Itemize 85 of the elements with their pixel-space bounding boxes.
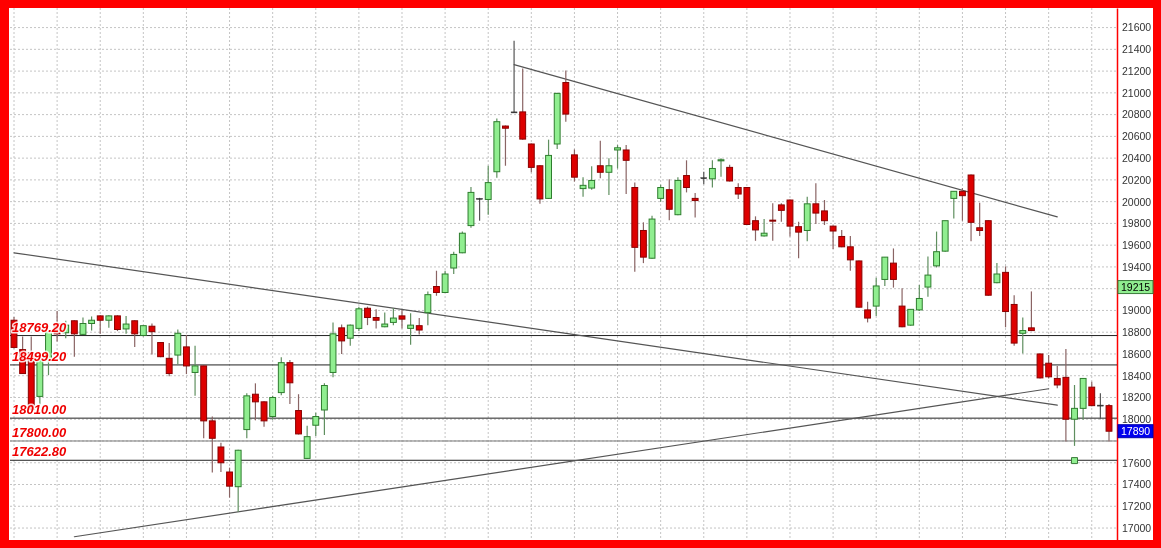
candlestick [1088, 381, 1096, 407]
candlestick [769, 202, 777, 242]
candlestick [191, 345, 199, 397]
candlestick [286, 359, 294, 405]
candlestick [364, 306, 371, 326]
candlestick [424, 290, 432, 326]
ref-line-label: 18010.00 [12, 402, 67, 418]
candlestick [303, 425, 311, 460]
candlestick [708, 159, 716, 189]
y-tick-label: 19600 [1122, 239, 1152, 252]
candlestick [183, 334, 190, 375]
candlestick [924, 255, 932, 298]
candlestick [338, 323, 346, 355]
ref-line-label: 17622.80 [12, 444, 67, 460]
candlestick [407, 312, 415, 346]
candlestick [950, 190, 958, 220]
candlestick [502, 124, 509, 167]
candlestick [933, 230, 940, 269]
candlestick [217, 442, 225, 473]
candlestick [898, 287, 906, 328]
candlestick [372, 308, 380, 329]
y-tick-label: 20200 [1122, 173, 1152, 186]
candlestick [691, 192, 699, 219]
candlestick [70, 319, 78, 358]
ref-line-label: 17800.00 [12, 425, 67, 440]
candlestick [226, 467, 233, 499]
candlestick [829, 224, 837, 250]
candlestick [976, 202, 984, 237]
candlestick [717, 157, 725, 178]
candlestick [881, 256, 889, 287]
y-tick-label: 18200 [1122, 391, 1152, 404]
candlestick [752, 215, 759, 242]
candlestick [96, 314, 104, 335]
y-tick-label: 21600 [1122, 21, 1152, 34]
candlestick [665, 178, 673, 221]
candlestick [890, 247, 897, 289]
y-tick-label: 20400 [1122, 151, 1152, 164]
y-tick-label: 17400 [1122, 478, 1152, 491]
y-tick-label: 20000 [1122, 195, 1152, 208]
candlestick [1019, 316, 1027, 355]
y-tick-label: 17200 [1122, 500, 1152, 513]
candlestick [1027, 290, 1035, 332]
candlestick [295, 393, 302, 436]
candlestick [915, 284, 923, 312]
candlestick [821, 199, 828, 226]
y-tick-label: 21000 [1122, 86, 1152, 99]
candlestick [433, 270, 440, 297]
candlestick [812, 182, 820, 225]
annotation: 17890 [1121, 425, 1151, 438]
candlestick [1097, 392, 1104, 420]
candlestick [148, 322, 156, 356]
candlestick [165, 342, 173, 377]
y-tick-label: 20800 [1122, 108, 1152, 121]
candlestick [398, 309, 406, 329]
y-tick-label: 19800 [1122, 217, 1152, 230]
candlestick [614, 144, 621, 170]
candlestick [312, 412, 320, 437]
y-tick-label: 18000 [1122, 413, 1152, 426]
candlestick [450, 251, 458, 275]
candlestick [484, 165, 492, 216]
candlestick [872, 277, 880, 317]
candlestick [571, 148, 578, 183]
candlestick [596, 140, 604, 179]
candlestick [174, 328, 182, 365]
candlestick [122, 315, 130, 335]
candlestick [622, 144, 630, 195]
y-tick-label: 19000 [1122, 304, 1152, 317]
candlestick [1071, 384, 1078, 447]
y-tick-label: 18800 [1122, 326, 1152, 339]
candlestick [760, 218, 768, 238]
annotation: 19215 [1121, 281, 1151, 294]
y-tick-label: 21200 [1122, 64, 1152, 77]
y-tick-label: 20600 [1122, 130, 1152, 143]
y-tick-label: 18600 [1122, 347, 1152, 360]
y-tick-label: 19400 [1122, 260, 1152, 273]
y-tick-label: 21400 [1122, 43, 1152, 56]
candlestick [864, 301, 872, 324]
candlestick [131, 319, 139, 348]
y-tick-label: 18400 [1122, 369, 1152, 382]
candlestick [269, 395, 277, 421]
candlestick [208, 415, 216, 474]
candlestick [605, 157, 613, 196]
y-tick-label: 17600 [1122, 456, 1152, 469]
candlestick [683, 159, 690, 193]
y-tick-label: 17000 [1122, 521, 1152, 534]
